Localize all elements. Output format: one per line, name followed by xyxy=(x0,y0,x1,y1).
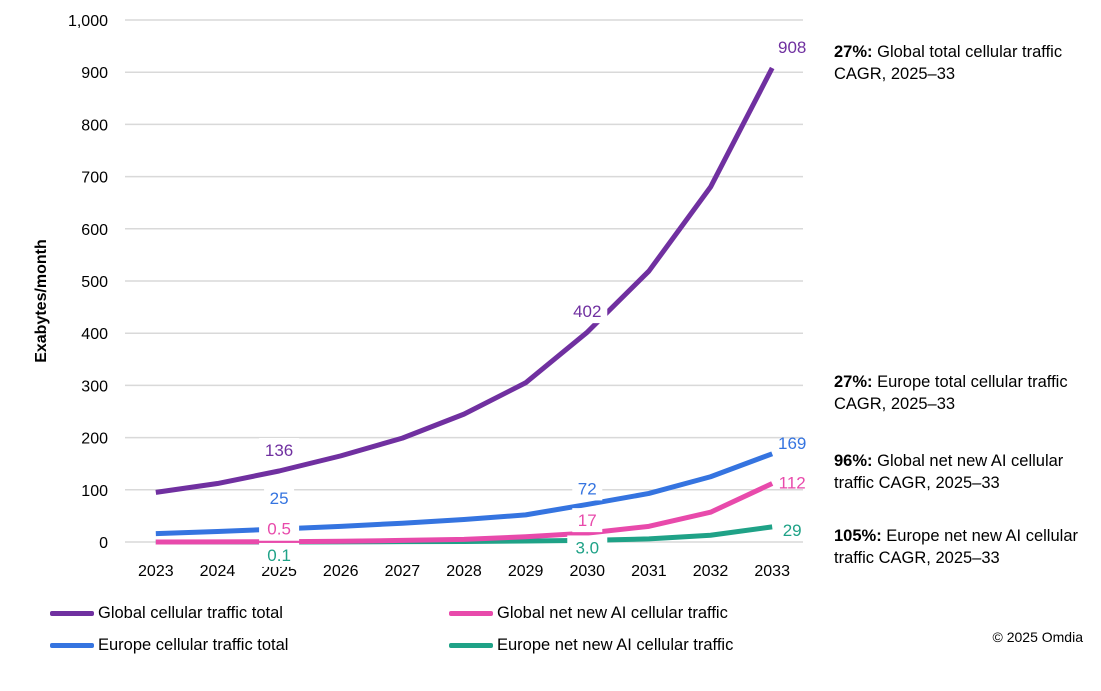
x-tick-label: 2030 xyxy=(569,563,605,580)
series-line-2 xyxy=(155,481,774,545)
data-label: 0.1 xyxy=(267,546,291,565)
y-tick-label: 0 xyxy=(99,535,108,552)
data-label: 169 xyxy=(778,434,806,453)
data-label: 29 xyxy=(783,521,802,540)
data-label-bg xyxy=(567,535,608,560)
data-label: 0.5 xyxy=(267,520,291,539)
data-label: 17 xyxy=(578,511,597,530)
legend-global-ai: Global net new AI cellular traffic xyxy=(449,604,728,623)
legend-europe-total: Europe cellular traffic total xyxy=(50,636,288,655)
data-label: 136 xyxy=(265,441,293,460)
legend-europe-ai: Europe net new AI cellular traffic xyxy=(449,636,733,655)
y-axis-label: Exabytes/month xyxy=(33,239,50,363)
legend-swatch xyxy=(449,611,493,616)
annotation-europe-total: 27%: Europe total cellular traffic CAGR,… xyxy=(834,373,1068,413)
data-label: 72 xyxy=(578,479,597,498)
data-label-bg xyxy=(259,438,300,463)
data-label: 112 xyxy=(779,474,806,493)
x-tick-label: 2026 xyxy=(323,563,359,580)
x-tick-label: 2027 xyxy=(385,563,421,580)
y-tick-label: 500 xyxy=(81,274,108,291)
series-line-1 xyxy=(155,451,774,537)
data-label: 3.0 xyxy=(575,538,599,557)
x-tick-label: 2031 xyxy=(631,563,667,580)
data-label: 25 xyxy=(270,489,289,508)
x-tick-label: 2028 xyxy=(446,563,482,580)
data-label-bg xyxy=(567,299,608,324)
data-label-bg xyxy=(259,516,300,541)
data-label: 402 xyxy=(573,302,601,321)
y-tick-label: 700 xyxy=(81,170,108,187)
x-tick-label: 2029 xyxy=(508,563,544,580)
y-tick-label: 600 xyxy=(81,222,108,239)
data-label: 908 xyxy=(778,38,806,57)
data-label-bg xyxy=(259,542,300,567)
y-tick-label: 1,000 xyxy=(68,13,108,30)
x-tick-label: 2023 xyxy=(138,563,174,580)
y-tick-label: 300 xyxy=(81,378,108,395)
legend-swatch xyxy=(449,643,493,648)
data-label-bg xyxy=(572,476,603,501)
x-tick-label: 2032 xyxy=(693,563,729,580)
annotation-europe-ai: 105%: Europe net new AI cellular traffic… xyxy=(834,527,1078,567)
y-tick-label: 400 xyxy=(81,326,108,343)
data-label-bg xyxy=(264,485,295,510)
copyright: © 2025 Omdia xyxy=(992,629,1083,645)
y-tick-label: 800 xyxy=(81,117,108,134)
x-tick-label: 2033 xyxy=(754,563,790,580)
x-tick-label: 2025 xyxy=(261,563,297,580)
y-tick-label: 900 xyxy=(81,65,108,82)
data-label-bg xyxy=(572,508,603,533)
annotation-global-total: 27%: Global total cellular traffic CAGR,… xyxy=(834,43,1063,83)
legend-swatch xyxy=(50,643,94,648)
y-tick-label: 200 xyxy=(81,431,108,448)
x-tick-label: 2024 xyxy=(200,563,236,580)
annotation-global-ai: 96%: Global net new AI cellular traffic … xyxy=(834,452,1064,492)
series-line-0 xyxy=(155,66,775,495)
legend-swatch xyxy=(50,611,94,616)
y-tick-label: 100 xyxy=(81,483,108,500)
legend-global-total: Global cellular traffic total xyxy=(50,604,283,623)
